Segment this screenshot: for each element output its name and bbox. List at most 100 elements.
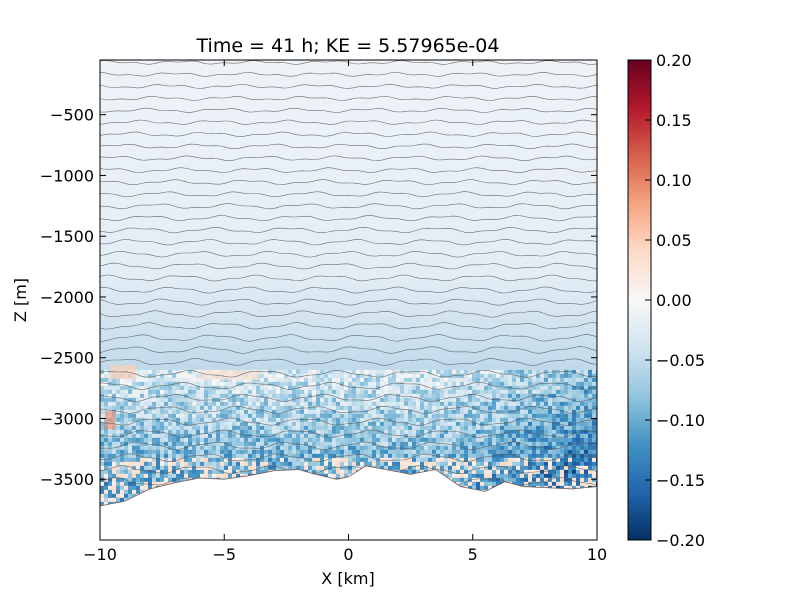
field-cell — [156, 449, 160, 454]
field-cell — [348, 453, 352, 458]
field-cell — [480, 381, 484, 386]
field-cell — [340, 377, 344, 382]
field-cell — [352, 425, 356, 430]
field-cell — [564, 481, 568, 486]
field-cell — [404, 469, 408, 474]
field-cell — [496, 469, 500, 474]
field-cell — [496, 401, 500, 406]
field-cell — [276, 373, 280, 378]
field-cell — [492, 425, 496, 430]
field-cell — [276, 449, 280, 454]
field-cell — [520, 397, 524, 402]
field-cell — [552, 429, 556, 434]
field-cell — [572, 469, 576, 474]
field-cell — [552, 417, 556, 422]
field-cell — [324, 433, 328, 438]
field-cell — [428, 421, 432, 426]
field-cell — [108, 489, 112, 494]
field-cell — [404, 421, 408, 426]
field-cell — [200, 437, 204, 442]
field-cell — [464, 461, 468, 466]
field-cell — [344, 473, 348, 478]
field-cell — [556, 397, 560, 402]
field-cell — [584, 401, 588, 406]
field-cell — [124, 397, 128, 402]
field-cell — [152, 477, 156, 482]
field-cell — [584, 429, 588, 434]
field-cell — [576, 437, 580, 442]
field-cell — [124, 473, 128, 478]
field-cell — [520, 413, 524, 418]
field-cell — [316, 449, 320, 454]
field-cell — [224, 469, 228, 474]
field-cell — [396, 425, 400, 430]
field-cell — [304, 393, 308, 398]
field-cell — [484, 429, 488, 434]
field-cell — [308, 381, 312, 386]
field-cell — [128, 481, 132, 486]
field-cell — [216, 417, 220, 422]
field-cell — [508, 373, 512, 378]
field-cell — [172, 393, 176, 398]
field-cell — [272, 429, 276, 434]
field-cell — [504, 429, 508, 434]
field-cell — [344, 413, 348, 418]
field-cell — [428, 437, 432, 442]
field-cell — [268, 445, 272, 450]
field-cell — [404, 377, 408, 382]
field-cell — [548, 473, 552, 478]
field-cell — [152, 433, 156, 438]
field-cell — [160, 385, 164, 390]
field-cell — [276, 413, 280, 418]
field-cell — [296, 377, 300, 382]
field-cell — [192, 465, 196, 470]
field-cell — [448, 373, 452, 378]
field-cell — [192, 461, 196, 466]
field-cell — [256, 421, 260, 426]
field-cell — [348, 425, 352, 430]
field-cell — [520, 481, 524, 486]
field-cell — [404, 409, 408, 414]
field-cell — [564, 477, 568, 482]
field-cell — [472, 437, 476, 442]
field-cell — [432, 449, 436, 454]
field-cell — [460, 413, 464, 418]
field-cell — [416, 421, 420, 426]
field-cell — [392, 389, 396, 394]
field-cell — [484, 469, 488, 474]
field-cell — [136, 473, 140, 478]
field-cell — [300, 389, 304, 394]
field-cell — [472, 389, 476, 394]
field-cell — [492, 417, 496, 422]
field-cell — [204, 429, 208, 434]
field-cell — [304, 441, 308, 446]
field-cell — [428, 413, 432, 418]
field-cell — [236, 465, 240, 470]
field-cell — [340, 465, 344, 470]
field-cell — [308, 453, 312, 458]
field-cell — [472, 401, 476, 406]
field-cell — [224, 381, 228, 386]
field-cell — [360, 425, 364, 430]
field-cell — [592, 481, 596, 486]
field-cell — [548, 461, 552, 466]
field-cell — [148, 401, 152, 406]
field-cell — [420, 413, 424, 418]
field-cell — [420, 465, 424, 470]
field-cell — [288, 397, 292, 402]
field-cell — [544, 409, 548, 414]
field-cell — [132, 393, 136, 398]
field-cell — [472, 449, 476, 454]
field-cell — [364, 417, 368, 422]
field-cell — [528, 457, 532, 462]
field-cell — [192, 417, 196, 422]
field-cell — [392, 425, 396, 430]
field-cell — [232, 429, 236, 434]
field-cell — [160, 433, 164, 438]
field-cell — [292, 377, 296, 382]
field-cell — [132, 465, 136, 470]
field-cell — [184, 405, 188, 410]
field-cell — [288, 433, 292, 438]
field-cell — [508, 473, 512, 478]
field-cell — [300, 453, 304, 458]
